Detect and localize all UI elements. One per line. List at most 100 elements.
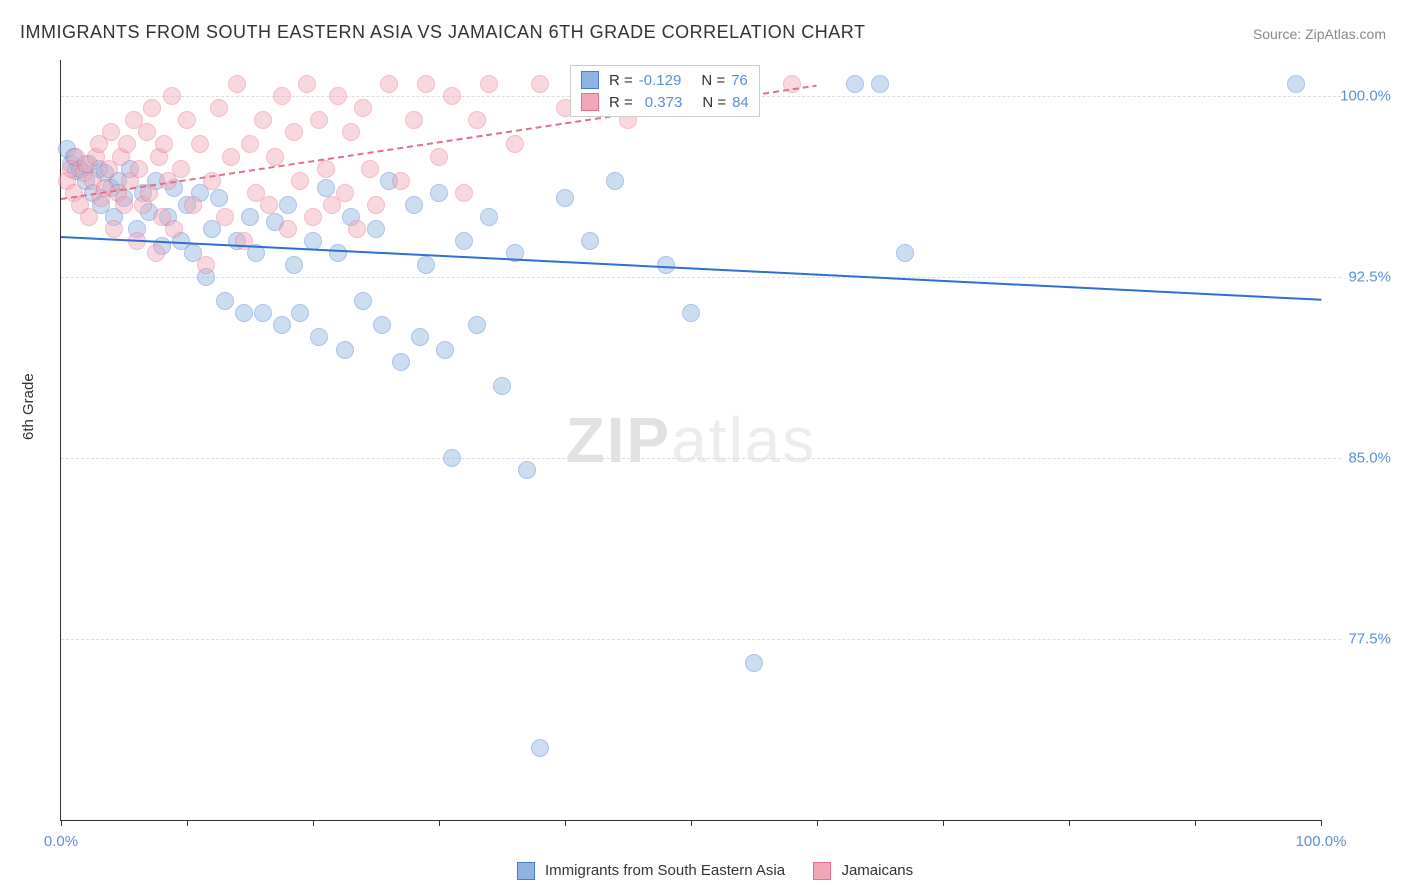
x-tick [61, 820, 62, 826]
data-point-series2 [304, 208, 322, 226]
data-point-series1 [480, 208, 498, 226]
data-point-series2 [336, 184, 354, 202]
data-point-series1 [405, 196, 423, 214]
data-point-series1 [436, 341, 454, 359]
source-attribution: Source: ZipAtlas.com [1253, 26, 1386, 42]
x-tick [817, 820, 818, 826]
data-point-series1 [285, 256, 303, 274]
data-point-series2 [273, 87, 291, 105]
data-point-series1 [443, 449, 461, 467]
legend-swatch-series2 [813, 862, 831, 880]
data-point-series2 [155, 135, 173, 153]
legend-label-series2: Jamaicans [841, 862, 913, 879]
data-point-series2 [361, 160, 379, 178]
data-point-series2 [118, 135, 136, 153]
x-tick [1069, 820, 1070, 826]
correlation-stats-box: R = -0.129 N = 76 R = 0.373 N = 84 [570, 65, 760, 117]
legend-swatch-series1 [517, 862, 535, 880]
y-tick-label: 77.5% [1331, 631, 1391, 648]
x-tick [313, 820, 314, 826]
data-point-series1 [455, 232, 473, 250]
data-point-series2 [197, 256, 215, 274]
n-value-series1: 76 [731, 72, 748, 89]
data-point-series1 [241, 208, 259, 226]
data-point-series2 [298, 75, 316, 93]
r-value-series2: 0.373 [645, 94, 683, 111]
data-point-series2 [228, 75, 246, 93]
x-tick [1195, 820, 1196, 826]
data-point-series1 [329, 244, 347, 262]
data-point-series1 [846, 75, 864, 93]
gridline-h [61, 458, 1341, 459]
data-point-series1 [896, 244, 914, 262]
chart-title: IMMIGRANTS FROM SOUTH EASTERN ASIA VS JA… [20, 22, 865, 43]
swatch-series1 [581, 71, 599, 89]
data-point-series1 [336, 341, 354, 359]
data-point-series1 [556, 189, 574, 207]
data-point-series2 [317, 160, 335, 178]
data-point-series2 [285, 123, 303, 141]
data-point-series1 [430, 184, 448, 202]
data-point-series1 [367, 220, 385, 238]
r-value-series1: -0.129 [639, 72, 682, 89]
gridline-h [61, 277, 1341, 278]
data-point-series1 [291, 304, 309, 322]
stats-row-series2: R = 0.373 N = 84 [571, 91, 759, 113]
x-tick [187, 820, 188, 826]
data-point-series2 [506, 135, 524, 153]
data-point-series1 [493, 377, 511, 395]
data-point-series2 [443, 87, 461, 105]
data-point-series2 [260, 196, 278, 214]
data-point-series2 [342, 123, 360, 141]
data-point-series2 [468, 111, 486, 129]
data-point-series1 [210, 189, 228, 207]
data-point-series2 [210, 99, 228, 117]
gridline-h [61, 639, 1341, 640]
data-point-series2 [241, 135, 259, 153]
data-point-series1 [581, 232, 599, 250]
data-point-series2 [405, 111, 423, 129]
data-point-series2 [367, 196, 385, 214]
n-value-series2: 84 [732, 94, 749, 111]
bottom-legend: Immigrants from South Eastern Asia Jamai… [0, 862, 1406, 880]
data-point-series2 [130, 160, 148, 178]
r-label: R = [609, 72, 633, 89]
y-axis-label: 6th Grade [20, 373, 37, 440]
data-point-series1 [606, 172, 624, 190]
x-tick [691, 820, 692, 826]
data-point-series2 [531, 75, 549, 93]
data-point-series2 [266, 148, 284, 166]
data-point-series2 [480, 75, 498, 93]
trend-line-series1 [61, 236, 1321, 301]
data-point-series2 [310, 111, 328, 129]
data-point-series2 [348, 220, 366, 238]
data-point-series2 [184, 196, 202, 214]
data-point-series2 [105, 220, 123, 238]
data-point-series2 [354, 99, 372, 117]
data-point-series2 [80, 208, 98, 226]
data-point-series2 [115, 196, 133, 214]
n-label: N = [702, 94, 726, 111]
data-point-series1 [235, 304, 253, 322]
data-point-series1 [682, 304, 700, 322]
n-label: N = [701, 72, 725, 89]
data-point-series1 [518, 461, 536, 479]
data-point-series2 [178, 111, 196, 129]
data-point-series2 [329, 87, 347, 105]
x-tick-label: 0.0% [44, 833, 78, 850]
data-point-series1 [354, 292, 372, 310]
data-point-series2 [417, 75, 435, 93]
data-point-series1 [468, 316, 486, 334]
data-point-series1 [373, 316, 391, 334]
r-label: R = [609, 94, 633, 111]
data-point-series1 [279, 196, 297, 214]
data-point-series2 [172, 160, 190, 178]
data-point-series1 [273, 316, 291, 334]
data-point-series2 [254, 111, 272, 129]
data-point-series1 [411, 328, 429, 346]
y-tick-label: 85.0% [1331, 450, 1391, 467]
data-point-series2 [163, 87, 181, 105]
data-point-series2 [216, 208, 234, 226]
data-point-series1 [216, 292, 234, 310]
data-point-series1 [745, 654, 763, 672]
